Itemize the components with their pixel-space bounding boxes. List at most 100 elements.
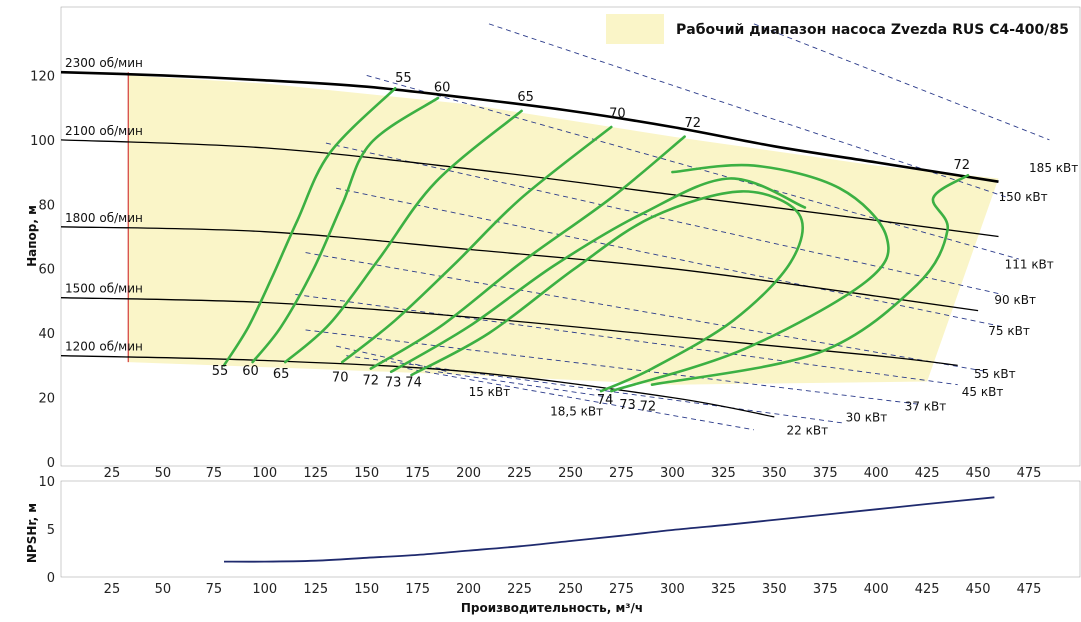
head-chart: 25 50 75 100 125 150 175 200 225 250 275 300 325 350 3… xyxy=(25,6,1081,481)
x-tick-label: 150 xyxy=(354,582,379,597)
efficiency-curve xyxy=(410,190,804,393)
x-tick-label: 225 xyxy=(507,582,532,597)
npsh-axis-label: NPSHr, м xyxy=(25,503,39,563)
power-label: 45 кВт xyxy=(962,385,1004,399)
efficiency-curve xyxy=(650,174,970,386)
speed-labels: 2300 об/мин 2100 об/мин 1800 об/мин 1500 об… xyxy=(65,56,143,353)
y-tick-label: 60 xyxy=(38,263,55,278)
head-y-tick-labels: 0 20 40 60 80 100 120 xyxy=(30,69,55,471)
efficiency-label: 72 xyxy=(685,116,702,131)
speed-label: 1800 об/мин xyxy=(65,211,143,225)
efficiency-curve xyxy=(340,125,613,364)
power-line xyxy=(488,23,1009,199)
x-tick-label: 325 xyxy=(711,466,736,481)
power-label: 111 кВт xyxy=(1005,258,1054,272)
efficiency-curves xyxy=(222,87,970,393)
speed-label: 1200 об/мин xyxy=(65,340,143,354)
efficiency-label: 72 xyxy=(640,399,657,414)
x-tick-label: 425 xyxy=(915,582,940,597)
x-tick-label: 50 xyxy=(155,582,172,597)
x-tick-label: 300 xyxy=(660,582,685,597)
efficiency-label: 73 xyxy=(619,398,636,413)
x-tick-label: 350 xyxy=(762,466,787,481)
head-axis-label: Напор, м xyxy=(25,205,39,267)
power-line xyxy=(305,329,918,405)
efficiency-label: 70 xyxy=(332,370,349,385)
x-tick-label: 175 xyxy=(405,466,430,481)
efficiency-curve xyxy=(222,87,397,367)
power-line xyxy=(753,23,1050,141)
y-tick-label: 0 xyxy=(47,456,55,471)
power-line xyxy=(325,142,1003,295)
efficiency-label: 60 xyxy=(434,81,451,96)
power-label: 90 кВт xyxy=(994,293,1036,307)
efficiency-label: 65 xyxy=(517,90,534,105)
efficiency-curve xyxy=(610,163,890,393)
x-tick-label: 400 xyxy=(864,582,889,597)
x-tick-label: 350 xyxy=(762,582,787,597)
legend-swatch xyxy=(606,14,664,44)
x-tick-label: 375 xyxy=(813,582,838,597)
legend-label: Рабочий диапазон насоса Zvezda RUS C4-40… xyxy=(676,22,1069,38)
efficiency-label: 55 xyxy=(212,364,229,379)
power-line xyxy=(336,187,1003,328)
power-line xyxy=(407,368,754,431)
efficiency-label: 60 xyxy=(242,364,259,379)
head-x-tick-labels: 25 50 75 100 125 150 175 200 225 250 275 300 325 350 3… xyxy=(104,466,1042,481)
efficiency-label: 72 xyxy=(363,374,380,389)
x-tick-label: 75 xyxy=(206,466,223,481)
npsh-chart: 25 50 75 100 125 150 175 200 225 250 275 300 325 350 3… xyxy=(25,475,1081,615)
power-label: 18,5 кВт xyxy=(550,404,603,418)
power-label: 55 кВт xyxy=(974,367,1016,381)
x-tick-label: 200 xyxy=(456,466,481,481)
power-label: 30 кВт xyxy=(846,411,888,425)
y-tick-label: 100 xyxy=(30,134,55,149)
npsh-plot-area xyxy=(60,480,1081,578)
y-tick-label: 20 xyxy=(38,392,55,407)
x-tick-label: 25 xyxy=(104,466,121,481)
x-tick-label: 450 xyxy=(966,582,991,597)
npsh-x-tick-labels: 25 50 75 100 125 150 175 200 225 250 275 300 325 350 3… xyxy=(104,582,1042,597)
flow-axis-label: Производительность, м³/ч xyxy=(461,601,643,615)
y-tick-label: 10 xyxy=(38,475,55,490)
x-tick-label: 150 xyxy=(354,466,379,481)
efficiency-label: 55 xyxy=(395,71,412,86)
x-tick-label: 425 xyxy=(915,466,940,481)
speed-curves xyxy=(61,70,999,418)
power-label: 15 кВт xyxy=(469,385,511,399)
efficiency-label: 72 xyxy=(954,158,971,173)
npsh-y-tick-labels: 0 5 10 xyxy=(38,475,55,586)
x-tick-label: 250 xyxy=(558,466,583,481)
power-label: 37 кВт xyxy=(905,399,947,413)
efficiency-curve xyxy=(389,177,807,374)
x-tick-label: 450 xyxy=(966,466,991,481)
x-tick-label: 475 xyxy=(1017,466,1042,481)
x-tick-label: 275 xyxy=(609,582,634,597)
y-tick-label: 120 xyxy=(30,69,55,84)
y-tick-label: 5 xyxy=(47,523,55,538)
speed-label: 2300 об/мин xyxy=(65,56,143,70)
x-tick-label: 225 xyxy=(507,466,532,481)
power-label: 22 кВт xyxy=(787,424,829,438)
speed-label: 2100 об/мин xyxy=(65,124,143,138)
speed-curve xyxy=(61,226,979,312)
power-labels: 185 кВт 150 кВт 111 кВт 90 кВт 75 кВт 55 кВт 4… xyxy=(469,161,1079,438)
efficiency-curve xyxy=(283,109,523,364)
x-tick-label: 100 xyxy=(252,466,277,481)
power-line xyxy=(437,371,612,399)
x-tick-label: 475 xyxy=(1017,582,1042,597)
x-tick-label: 125 xyxy=(303,466,328,481)
y-tick-label: 0 xyxy=(47,571,55,586)
efficiency-label: 74 xyxy=(597,393,614,408)
efficiency-label: 74 xyxy=(405,375,422,390)
power-line xyxy=(336,345,449,373)
speed-label: 1500 об/мин xyxy=(65,282,143,296)
x-tick-label: 200 xyxy=(456,582,481,597)
efficiency-label: 70 xyxy=(609,106,626,121)
power-label: 75 кВт xyxy=(988,324,1030,338)
y-tick-label: 40 xyxy=(38,327,55,342)
efficiency-curve xyxy=(251,96,440,364)
x-tick-label: 25 xyxy=(104,582,121,597)
x-tick-label: 125 xyxy=(303,582,328,597)
